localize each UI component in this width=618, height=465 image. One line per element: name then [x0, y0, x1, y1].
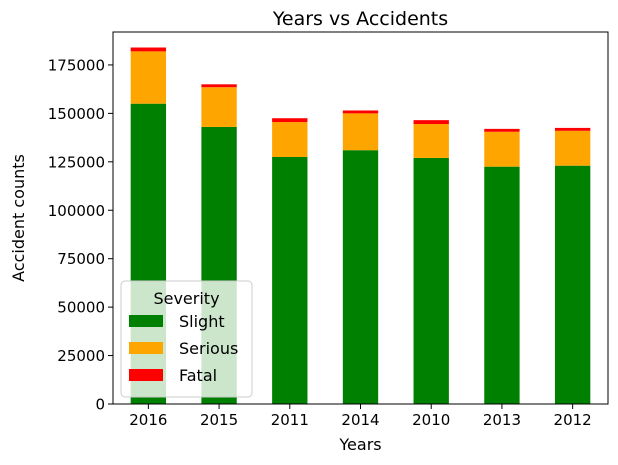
legend-label-slight: Slight	[179, 312, 225, 331]
legend-swatch-fatal	[129, 369, 163, 381]
y-axis-ticks: 0 25000 50000 75000 100000 125000 150000 175000	[48, 56, 113, 414]
y-tick-label: 125000	[48, 153, 105, 171]
bar-fatal-2014	[342, 110, 379, 114]
bar-serious-2012	[554, 130, 591, 166]
x-tick-label: 2013	[483, 411, 521, 429]
x-axis-ticks: 2016 2015 2011 2014 2010 2013 2012	[129, 404, 592, 429]
bar-slight-2010	[413, 157, 449, 404]
bar-fatal-2013	[484, 128, 520, 132]
bar-fatal-2011	[272, 118, 308, 123]
y-tick-label: 150000	[48, 105, 105, 123]
x-tick-label: 2015	[200, 411, 238, 429]
x-tick-label: 2016	[129, 411, 167, 429]
x-tick-label: 2012	[554, 411, 592, 429]
legend-title: Severity	[153, 289, 219, 308]
bar-serious-2011	[272, 122, 308, 157]
chart-title: Years vs Accidents	[272, 8, 448, 30]
bar-slight-2014	[342, 150, 379, 404]
legend-label-fatal: Fatal	[179, 366, 217, 385]
bar-fatal-2016	[130, 47, 167, 52]
y-axis-label: Accident counts	[9, 154, 28, 282]
y-tick-label: 25000	[57, 347, 105, 365]
plot-frame	[112, 31, 609, 405]
bar-slight-2013	[484, 166, 520, 404]
bar-slight-2012	[554, 165, 591, 404]
bar-serious-2010	[413, 124, 449, 158]
legend-swatch-serious	[129, 342, 163, 354]
bar-slight-2011	[272, 156, 308, 404]
bar-fatal-2015	[201, 84, 237, 88]
y-tick-label: 0	[95, 396, 105, 414]
x-axis-label: Years	[338, 435, 381, 454]
bar-serious-2015	[201, 87, 237, 127]
bar-serious-2013	[484, 131, 520, 167]
x-tick-label: 2014	[341, 411, 379, 429]
legend: Severity Slight Serious Fatal	[120, 280, 253, 398]
bar-fatal-2010	[413, 120, 449, 125]
legend-label-serious: Serious	[179, 339, 238, 358]
y-tick-label: 100000	[48, 202, 105, 220]
bar-serious-2016	[130, 51, 167, 104]
bar-serious-2014	[342, 113, 379, 151]
bars-layer	[130, 47, 591, 404]
legend-swatch-slight	[129, 315, 163, 327]
bar-fatal-2012	[554, 127, 591, 131]
legend-box	[120, 280, 253, 398]
x-tick-label: 2011	[271, 411, 309, 429]
y-tick-label: 175000	[48, 56, 105, 74]
y-tick-label: 75000	[57, 250, 105, 268]
y-tick-label: 50000	[57, 299, 105, 317]
x-tick-label: 2010	[412, 411, 450, 429]
